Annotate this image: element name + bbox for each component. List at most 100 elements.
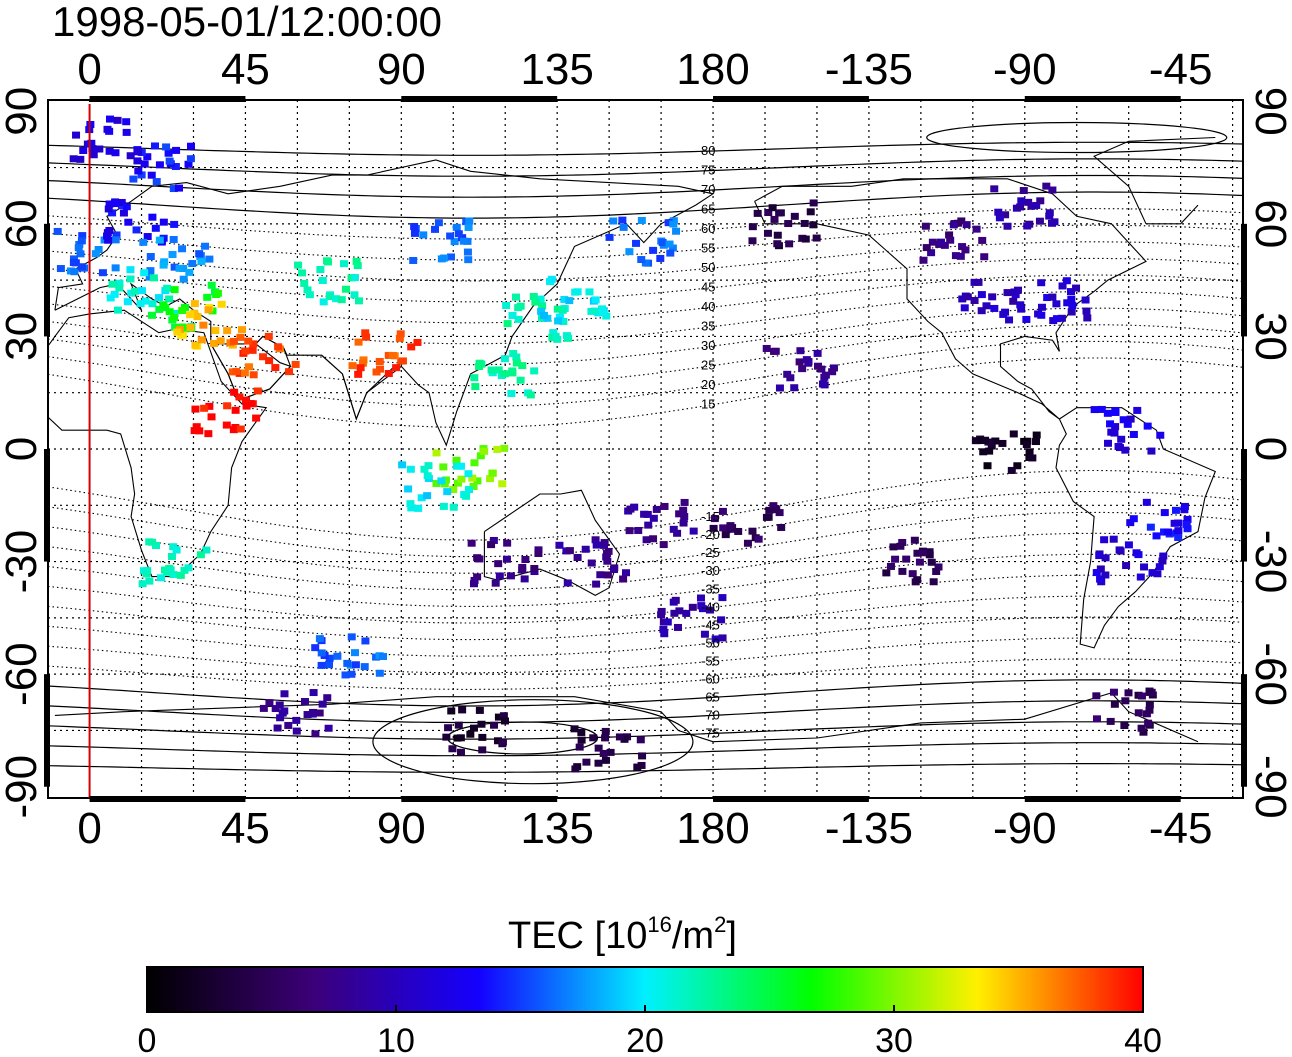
- tec-cell: [499, 712, 508, 720]
- tec-cell: [1110, 700, 1119, 708]
- tec-cell: [1107, 428, 1116, 436]
- tec-cell: [259, 704, 268, 712]
- tec-cell: [108, 209, 117, 217]
- tec-cell: [491, 579, 500, 587]
- tec-cell: [1111, 423, 1120, 431]
- tec-cell: [230, 388, 239, 396]
- tec-cell: [111, 236, 120, 244]
- tec-cell: [431, 225, 440, 233]
- tec-cell: [244, 337, 253, 345]
- magnetic-latitude-label: -25: [701, 545, 720, 560]
- tec-cell: [534, 549, 543, 557]
- tec-cell: [186, 155, 195, 163]
- tec-cell: [682, 609, 691, 617]
- tec-cell: [351, 661, 360, 669]
- left-latitude-label: 30: [0, 312, 46, 361]
- tec-cell: [553, 305, 562, 313]
- tec-cell: [727, 525, 736, 533]
- tec-cell: [1052, 300, 1061, 308]
- tec-cell: [718, 634, 727, 642]
- tec-cell: [665, 240, 674, 248]
- tec-cell: [475, 363, 484, 371]
- colorbar-tick-label: 20: [626, 1022, 664, 1057]
- tec-cell: [769, 502, 778, 510]
- tec-cell: [659, 541, 668, 549]
- tec-cell: [105, 147, 114, 155]
- tec-cell: [500, 355, 509, 363]
- tec-cell: [1174, 527, 1183, 535]
- tec-cell: [1047, 219, 1056, 227]
- tec-cell: [1142, 498, 1151, 506]
- tec-cell: [889, 543, 898, 551]
- magnetic-latitude-label: 15: [701, 397, 715, 412]
- tec-cell: [110, 200, 119, 208]
- tec-cell: [69, 155, 78, 163]
- tec-cell: [358, 359, 367, 367]
- tec-cell: [531, 298, 540, 306]
- tec-cell: [660, 630, 669, 638]
- magnetic-latitude-label: 75: [701, 163, 715, 178]
- tec-cell: [798, 365, 807, 373]
- tec-cell: [537, 307, 546, 315]
- tec-cell: [637, 256, 646, 264]
- tec-cell: [587, 559, 596, 567]
- tec-cell: [679, 506, 688, 514]
- tec-cell: [478, 746, 487, 754]
- tec-cell: [434, 219, 443, 227]
- tec-cell: [126, 152, 135, 160]
- tec-cell: [170, 263, 179, 271]
- magnetic-latitude-line: [48, 679, 1243, 707]
- top-longitude-label: 90: [377, 45, 426, 94]
- tec-cell: [76, 155, 85, 163]
- tec-cell: [117, 198, 126, 206]
- tec-cell: [494, 560, 503, 568]
- tec-cell: [508, 369, 517, 377]
- tec-cell: [149, 274, 158, 282]
- tec-cell: [927, 558, 936, 566]
- tec-cell: [351, 649, 360, 657]
- tec-cell: [891, 555, 900, 563]
- tec-cell: [104, 205, 113, 213]
- tec-cell: [689, 527, 698, 535]
- tec-cell: [159, 301, 168, 309]
- tec-cell: [526, 391, 535, 399]
- tec-cell: [625, 248, 634, 256]
- tec-cell: [771, 347, 780, 355]
- tec-cell: [1083, 314, 1092, 322]
- tec-cell: [232, 368, 241, 376]
- tec-cell: [186, 324, 195, 332]
- tec-cell: [644, 521, 653, 529]
- tec-cell: [236, 425, 245, 433]
- tec-cell: [78, 232, 87, 240]
- tec-cell: [547, 275, 556, 283]
- tec-cell: [392, 364, 401, 372]
- tec-cell: [178, 331, 187, 339]
- tec-cell: [475, 706, 484, 714]
- tec-cell: [922, 244, 931, 252]
- tec-cell: [1145, 701, 1154, 709]
- tec-cell: [1139, 728, 1148, 736]
- tec-cell: [1028, 454, 1037, 462]
- tec-cell: [971, 437, 980, 445]
- tec-cell: [432, 479, 441, 487]
- colorbar-tick-label: 30: [875, 1022, 913, 1057]
- tec-cell: [398, 461, 407, 469]
- tec-cell: [818, 380, 827, 388]
- tec-cell: [140, 160, 149, 168]
- tec-cell: [448, 745, 457, 753]
- tec-cell: [956, 252, 965, 260]
- tec-cell: [395, 334, 404, 342]
- tec-cell: [603, 571, 612, 579]
- tec-cell: [77, 263, 86, 271]
- tec-cell: [1081, 296, 1090, 304]
- tec-cell: [324, 724, 333, 732]
- tec-cell: [983, 462, 992, 470]
- tec-cell: [957, 217, 966, 225]
- tec-cell: [1003, 289, 1012, 297]
- tec-cell: [910, 536, 919, 544]
- tec-cell: [961, 246, 970, 254]
- tec-cell: [1058, 282, 1067, 290]
- magnetic-latitude-label: 45: [701, 280, 715, 295]
- magnetic-latitude-line: [48, 141, 1243, 156]
- tec-cell: [303, 286, 312, 294]
